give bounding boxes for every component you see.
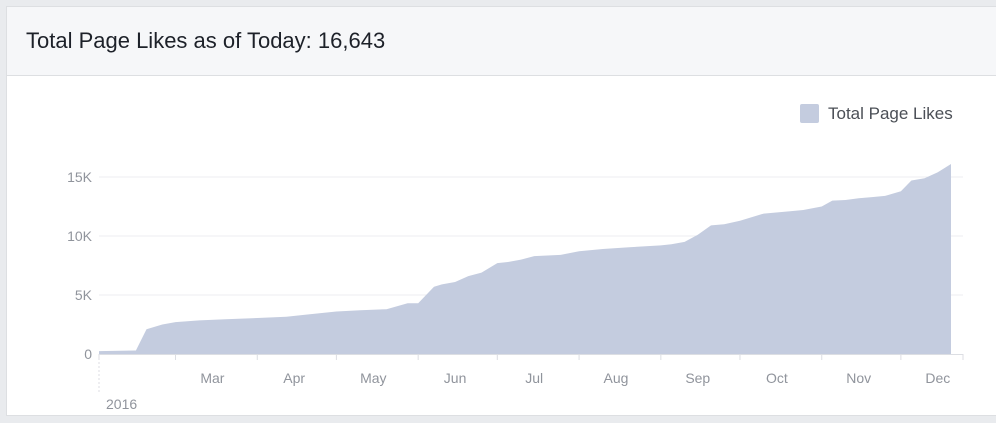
card-header: Total Page Likes as of Today: 16,643 — [7, 7, 996, 76]
y-tick-label: 0 — [84, 346, 92, 362]
x-tick-label: May — [360, 370, 386, 386]
x-tick-label: Jul — [525, 370, 543, 386]
page-likes-area-chart: 0 5K 10K 15K Mar Apr May Jun Jul Aug Sep Oct Nov Dec 2… — [67, 104, 964, 412]
x-tick-label: Oct — [766, 370, 788, 386]
x-tick-label: Dec — [925, 370, 950, 386]
y-tick-label: 15K — [67, 169, 93, 185]
legend-swatch — [800, 104, 819, 123]
x-tick-label: Nov — [846, 370, 871, 386]
year-label: 2016 — [106, 396, 137, 412]
x-tick-label: Aug — [604, 370, 629, 386]
x-tick-label: Sep — [685, 370, 710, 386]
x-tick-label: Jun — [444, 370, 467, 386]
y-tick-label: 5K — [75, 287, 93, 303]
x-tick-label: Mar — [200, 370, 224, 386]
page-likes-card: Total Page Likes as of Today: 16,643 0 5K… — [6, 6, 996, 416]
legend-label: Total Page Likes — [828, 104, 953, 123]
card-title: Total Page Likes as of Today: 16,643 — [26, 28, 386, 53]
chart-area: 0 5K 10K 15K Mar Apr May Jun Jul Aug Sep Oct Nov Dec 2… — [7, 76, 996, 417]
x-tick-label: Apr — [283, 370, 305, 386]
series-area-total-page-likes — [99, 164, 951, 354]
y-tick-label: 10K — [67, 228, 93, 244]
